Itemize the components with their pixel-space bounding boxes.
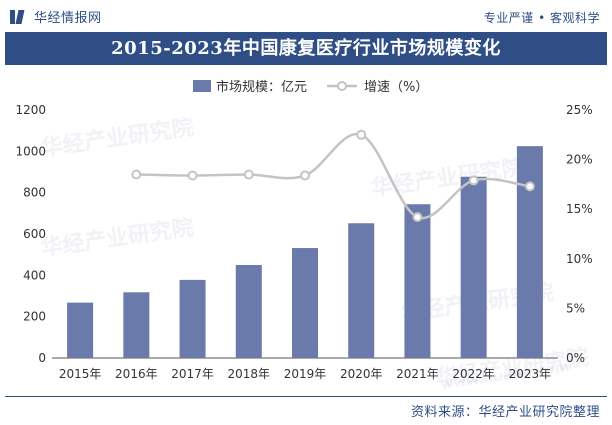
y-right-tick-label: 10% bbox=[566, 252, 593, 266]
x-tick-label: 2016年 bbox=[115, 367, 158, 381]
legend-label-line: 增速（%） bbox=[364, 80, 428, 95]
y-left-tick-label: 200 bbox=[23, 310, 46, 324]
growth-point bbox=[524, 181, 535, 192]
growth-point bbox=[243, 169, 254, 180]
x-tick-label: 2015年 bbox=[59, 367, 102, 381]
slogan: 专业严谨 • 客观科学 bbox=[483, 11, 600, 25]
y-left-tick-label: 800 bbox=[23, 186, 46, 200]
bar bbox=[235, 265, 262, 358]
bar bbox=[123, 292, 150, 358]
x-tick-label: 2022年 bbox=[452, 367, 495, 381]
bar bbox=[460, 176, 487, 358]
x-tick-label: 2018年 bbox=[228, 367, 271, 381]
y-right-tick-label: 25% bbox=[566, 103, 593, 117]
growth-point bbox=[300, 170, 310, 181]
y-left-tick-label: 1200 bbox=[15, 103, 46, 117]
legend-swatch-bar bbox=[193, 80, 211, 92]
legend-marker-line bbox=[337, 81, 347, 91]
bar bbox=[404, 204, 431, 358]
logo-icon bbox=[10, 9, 24, 25]
y-right-tick-label: 0% bbox=[566, 351, 585, 365]
legend-label-bar: 市场规模：亿元 bbox=[216, 79, 307, 95]
bar bbox=[179, 279, 206, 358]
chart-title: 2015-2023年中国康复医疗行业市场规模变化 bbox=[5, 32, 607, 65]
growth-point bbox=[468, 175, 479, 186]
y-left-tick-label: 0 bbox=[38, 351, 46, 365]
growth-line bbox=[136, 132, 531, 220]
y-right-tick-label: 20% bbox=[566, 153, 593, 167]
bar bbox=[67, 302, 94, 358]
top-bar: 华经情报网 专业严谨 • 客观科学 bbox=[0, 0, 612, 32]
growth-point bbox=[131, 169, 142, 180]
x-tick-label: 2020年 bbox=[340, 367, 383, 381]
x-tick-label: 2021年 bbox=[396, 367, 439, 381]
y-left-tick-label: 400 bbox=[23, 268, 46, 282]
y-left-tick-label: 600 bbox=[23, 227, 46, 241]
y-left-tick-label: 1000 bbox=[15, 144, 46, 158]
bar bbox=[292, 248, 318, 358]
brand-name: 华经情报网 bbox=[34, 11, 102, 26]
chart-area: 0 200 400 600 800 1000 1200 0% 5% 10% 15% 20% 25% 201… bbox=[15, 79, 593, 381]
brand: 华经情报网 bbox=[10, 7, 102, 26]
source-note: 资料来源：华经产业研究院整理 bbox=[410, 405, 600, 420]
growth-point bbox=[356, 129, 367, 140]
footer-divider bbox=[5, 396, 607, 397]
growth-point bbox=[412, 212, 423, 223]
x-tick-label: 2017年 bbox=[171, 367, 214, 381]
y-right-tick-label: 5% bbox=[566, 301, 585, 315]
y-right-tick-label: 15% bbox=[566, 202, 593, 216]
bar bbox=[516, 146, 543, 358]
bar bbox=[348, 223, 375, 358]
x-tick-label: 2019年 bbox=[284, 367, 327, 381]
x-tick-label: 2023年 bbox=[509, 367, 552, 381]
growth-point bbox=[187, 170, 198, 181]
